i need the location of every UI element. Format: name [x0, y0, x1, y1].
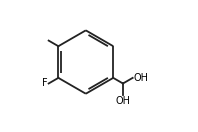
Text: OH: OH [133, 73, 148, 83]
Text: OH: OH [115, 96, 130, 106]
Text: F: F [42, 79, 48, 88]
